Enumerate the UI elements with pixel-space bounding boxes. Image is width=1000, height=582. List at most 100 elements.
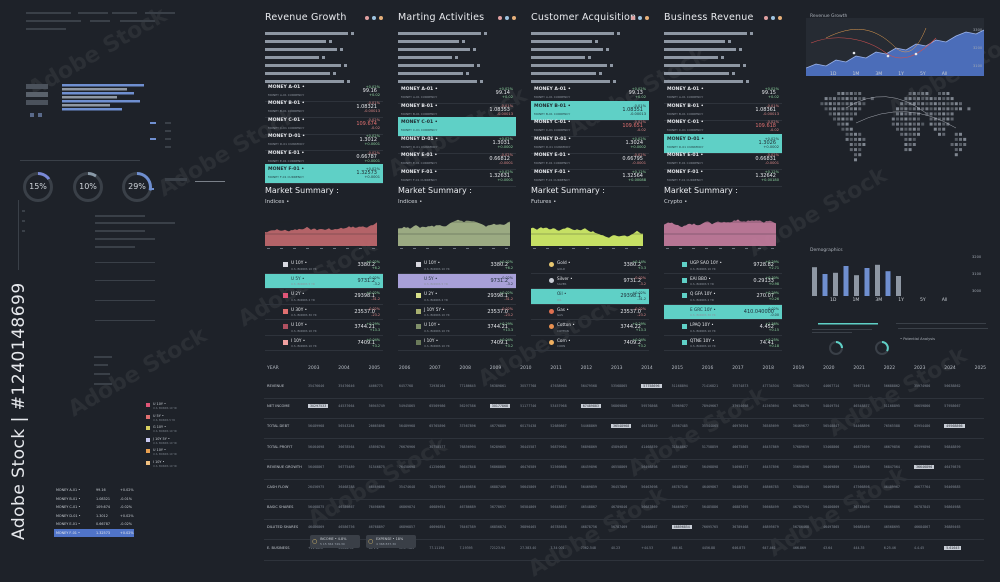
table-row[interactable]: DILUTED SHARES 46486869 46586756 46768897 46… — [264, 517, 984, 541]
market-row[interactable]: U 2Y • U.S. BONDS 2 YR 29398.1 +0.02% -31.2 — [265, 289, 383, 305]
year-header[interactable]: 2005 — [368, 366, 381, 371]
market-row[interactable]: Corn • CORN 7409.2 +0.04% +3.2 — [531, 336, 649, 351]
year-header[interactable]: 2009 — [489, 366, 502, 371]
left-money-row[interactable]: MONEY F-01 • 1.32573 +0.02% — [54, 528, 134, 537]
money-row[interactable]: MONEY B-01 • MONEY B-01 CURRENCY 1.08321 -0… — [265, 98, 383, 118]
money-row[interactable]: MONEY E-01 • MONEY E-01 CURRENCY 0.66831 -0… — [664, 150, 782, 170]
left-money-row[interactable]: MONEY E-01 • 0.66787 -0.02% — [54, 520, 134, 528]
year-header[interactable]: 2019 — [792, 366, 805, 371]
market-summary-category[interactable]: Futures • — [531, 199, 557, 205]
market-row[interactable]: EAI BBO • U.S. BONDS 5 YR 0.29133 +0.30% +0.… — [664, 274, 782, 289]
year-header[interactable]: 2007 — [429, 366, 441, 371]
market-row[interactable]: U 5Y • U.S. BONDS 5 YR 9731.2 -0.02% -3.2 — [265, 273, 383, 289]
money-row[interactable]: MONEY C-01 • MONEY C-01 CURRENCY 109.651 -0… — [531, 117, 649, 137]
year-header[interactable]: 2015 — [671, 366, 684, 371]
year-header[interactable]: 2013 — [611, 366, 623, 371]
year-header[interactable]: 2018 — [762, 366, 774, 371]
timeframe-tab-1y[interactable]: 1Y — [898, 72, 904, 77]
market-summary-category[interactable]: Indices • — [265, 199, 290, 205]
table-row[interactable]: TOTAL DEBT 56489968 56543284 26665898 564899… — [264, 416, 984, 440]
money-row[interactable]: MONEY C-01 • MONEY C-01 CURRENCY 109.674 -0… — [265, 115, 383, 135]
left-money-row[interactable]: MONEY C-01 • 109.674 -0.02% — [54, 503, 134, 511]
year-header[interactable]: 2010 — [520, 366, 532, 371]
market-row[interactable]: E GRC 10Y • U.S. BONDS 30 YR 410.040000 -0.… — [664, 304, 782, 320]
table-row[interactable]: CASH FLOW 26456975 36468788 46469886 3547464… — [264, 477, 984, 500]
expense-pill[interactable]: ○ EXPENSE • 18% 4 368 837.30 — [366, 535, 416, 548]
money-row[interactable]: MONEY F-01 • MONEY F-01 CURRENCY 1.32564 +0… — [531, 167, 649, 187]
market-row[interactable]: Gold • GOLD 3380.2 +0.14% +3.3 — [531, 258, 649, 274]
table-row[interactable]: BASIC SHARES 56468875 46789867 76498696 4686… — [264, 497, 984, 521]
timeframe-tab-1d[interactable]: 1D — [830, 298, 837, 303]
money-row[interactable]: MONEY D-01 • MONEY D-01 CURRENCY 1.3031 +0.… — [398, 134, 516, 154]
year-header[interactable]: 2024 — [944, 366, 956, 371]
money-row[interactable]: MONEY A-01 • MONEY A-01 CURRENCY 99.14 +0.0… — [398, 84, 516, 104]
year-header[interactable]: 2017 — [732, 366, 744, 371]
timeframe-tab-1y[interactable]: 1Y — [898, 298, 904, 303]
table-row[interactable]: NET INCOME 30297533 44537664 56945749 549458… — [264, 396, 984, 420]
market-summary-category[interactable]: Crypto • — [664, 199, 688, 205]
market-row[interactable]: LPAQ 10Y • U.S. BONDS 10 YR 4.452 +2.56% +0.… — [664, 320, 782, 336]
timeframe-tab-1m[interactable]: 1M — [852, 72, 860, 77]
money-row[interactable]: MONEY B-01 • MONEY B-01 CURRENCY 1.08351 -0… — [531, 100, 649, 121]
year-header[interactable]: 2014 — [641, 366, 653, 371]
market-row[interactable]: U 10Y • U.S. BONDS 10 YR 3380.2 +0.02% +6.2 — [265, 258, 383, 274]
market-row[interactable]: I 10Y • U.S. BONDS 10 YR 7409.1 +0.04% +3.2 — [265, 336, 383, 351]
left-money-row[interactable]: MONEY B-01 • 1.08321 -0.01% — [54, 495, 134, 503]
timeframe-tab-1m[interactable]: 1M — [852, 298, 860, 303]
market-row[interactable]: QTNE 10Y • U.S. BONDS 10 YR 74.41 +0.25% +0.… — [664, 336, 782, 351]
money-row[interactable]: MONEY C-01 • MONEY C-01 CURRENCY — [398, 117, 516, 137]
money-row[interactable]: MONEY F-01 • MONEY F-01 CURRENCY 1.32642 +0… — [664, 167, 782, 187]
money-row[interactable]: MONEY E-01 • MONEY E-01 CURRENCY 0.66812 -0… — [398, 150, 516, 170]
market-row[interactable]: UGP SAO 10Y • U.S. BONDS 10 YR 9728.82 +0.2… — [664, 258, 782, 274]
market-row[interactable]: J 10Y 5Y • U.S. BONDS 10 YR 23537.0 -0.02% -… — [398, 305, 516, 320]
year-header[interactable]: 2008 — [459, 366, 471, 371]
money-row[interactable]: MONEY A-01 • MONEY A-01 CURRENCY 99.16 +0.0… — [265, 82, 383, 102]
year-header[interactable]: 2003 — [308, 366, 320, 371]
table-row[interactable]: TOTAL PROFIT 56464698 36678564 45898764 7667… — [264, 437, 984, 460]
market-row[interactable]: U 5Y • U.S. BONDS 5 YR 9731.2 -0.02% -3.2 — [398, 273, 516, 289]
market-row[interactable]: U 10Y • U.S. BONDS 10 YR 3744.21 +0.29% +13.… — [265, 320, 383, 336]
timeframe-tab-5y[interactable]: 5Y — [919, 298, 926, 303]
money-row[interactable]: MONEY E-01 • MONEY E-01 CURRENCY 0.66795 -0… — [531, 150, 649, 170]
timeframe-tab-all[interactable]: All — [941, 72, 948, 77]
year-header[interactable]: 2012 — [580, 366, 593, 371]
year-header[interactable]: 2006 — [398, 366, 411, 371]
timeframe-tab-5y[interactable]: 5Y — [919, 72, 926, 77]
market-row[interactable]: Silver • SILVER 9731.2 -0.02% -3.2 — [531, 274, 649, 289]
money-row[interactable]: MONEY D-01 • MONEY D-01 CURRENCY 1.3012 +0.… — [265, 131, 383, 151]
year-header[interactable]: 2011 — [550, 366, 562, 371]
market-row[interactable]: Cotton • COTTON 3744.22 +0.29% +13.3 — [531, 320, 649, 336]
year-column-header[interactable]: YEAR — [267, 366, 279, 371]
left-money-row[interactable]: MONEY A-01 • 99.16 +0.02% — [54, 486, 134, 494]
market-row[interactable]: Q GFA 10Y • U.S. BONDS 2 YR 270.07 +0.29% +0… — [664, 289, 782, 305]
money-row[interactable]: MONEY D-01 • MONEY D-01 CURRENCY 1.3024 +0.… — [531, 134, 649, 154]
year-header[interactable]: 2016 — [701, 366, 714, 371]
market-row[interactable]: U 2Y • U.S. BONDS 2 YR 29398.1 +0.02% -31.2 — [398, 289, 516, 305]
money-row[interactable]: MONEY F-01 • MONEY F-01 CURRENCY 1.32573 +0… — [265, 164, 383, 184]
market-row[interactable]: Oil • OIL 29398.1 +0.02% -31.2 — [531, 289, 649, 305]
market-row[interactable]: U 30Y • U.S. BONDS 30 YR 23537.0 -0.02% -23.… — [265, 305, 383, 320]
market-summary-category[interactable]: Indices • — [398, 199, 423, 205]
market-row[interactable]: Gas • GAS 23537.0 -0.02% -23.2 — [531, 305, 649, 320]
income-pill[interactable]: ○ INCOME • 4.8% 5 15 364 749.30 — [310, 535, 360, 548]
year-header[interactable]: 2020 — [823, 366, 835, 371]
year-header[interactable]: 2021 — [853, 366, 865, 371]
money-row[interactable]: MONEY A-01 • MONEY A-01 CURRENCY 99.15 +0.0… — [664, 84, 782, 104]
market-row[interactable]: U 10Y • U.S. BONDS 10 YR 3380.2 +0.02% +6.2 — [398, 258, 516, 274]
timeframe-tab-1d[interactable]: 1D — [830, 72, 837, 77]
year-header[interactable]: 2025 — [974, 366, 987, 371]
timeframe-tab-3m[interactable]: 3M — [875, 298, 883, 303]
left-money-row[interactable]: MONEY D-01 • 1.3012 +0.02% — [54, 512, 134, 520]
year-header[interactable]: 2023 — [914, 366, 926, 371]
market-row[interactable]: I 10Y • U.S. BONDS 10 YR 7409.1 +0.04% +3.2 — [398, 336, 516, 351]
market-row[interactable]: U 10Y • U.S. BONDS 10 YR 3744.21 +0.29% +13.… — [398, 320, 516, 336]
year-header[interactable]: 2022 — [883, 366, 896, 371]
timeframe-tab-3m[interactable]: 3M — [875, 72, 883, 77]
money-row[interactable]: MONEY F-01 • MONEY F-01 CURRENCY 1.32631 +0… — [398, 167, 516, 187]
money-row[interactable]: MONEY B-01 • MONEY B-01 CURRENCY 1.08361 -0… — [664, 101, 782, 121]
table-row[interactable]: REVENUE 35476646 35476646 4466775 6457768 729… — [264, 376, 984, 399]
year-header[interactable]: 2004 — [338, 366, 350, 371]
money-row[interactable]: MONEY D-01 • MONEY D-01 CURRENCY 1.3026 +0.… — [664, 133, 782, 154]
timeframe-tab-all[interactable]: All — [941, 298, 948, 303]
table-row[interactable]: REVENUE GROWTH 56468867 56775489 51546875 76… — [264, 457, 984, 480]
